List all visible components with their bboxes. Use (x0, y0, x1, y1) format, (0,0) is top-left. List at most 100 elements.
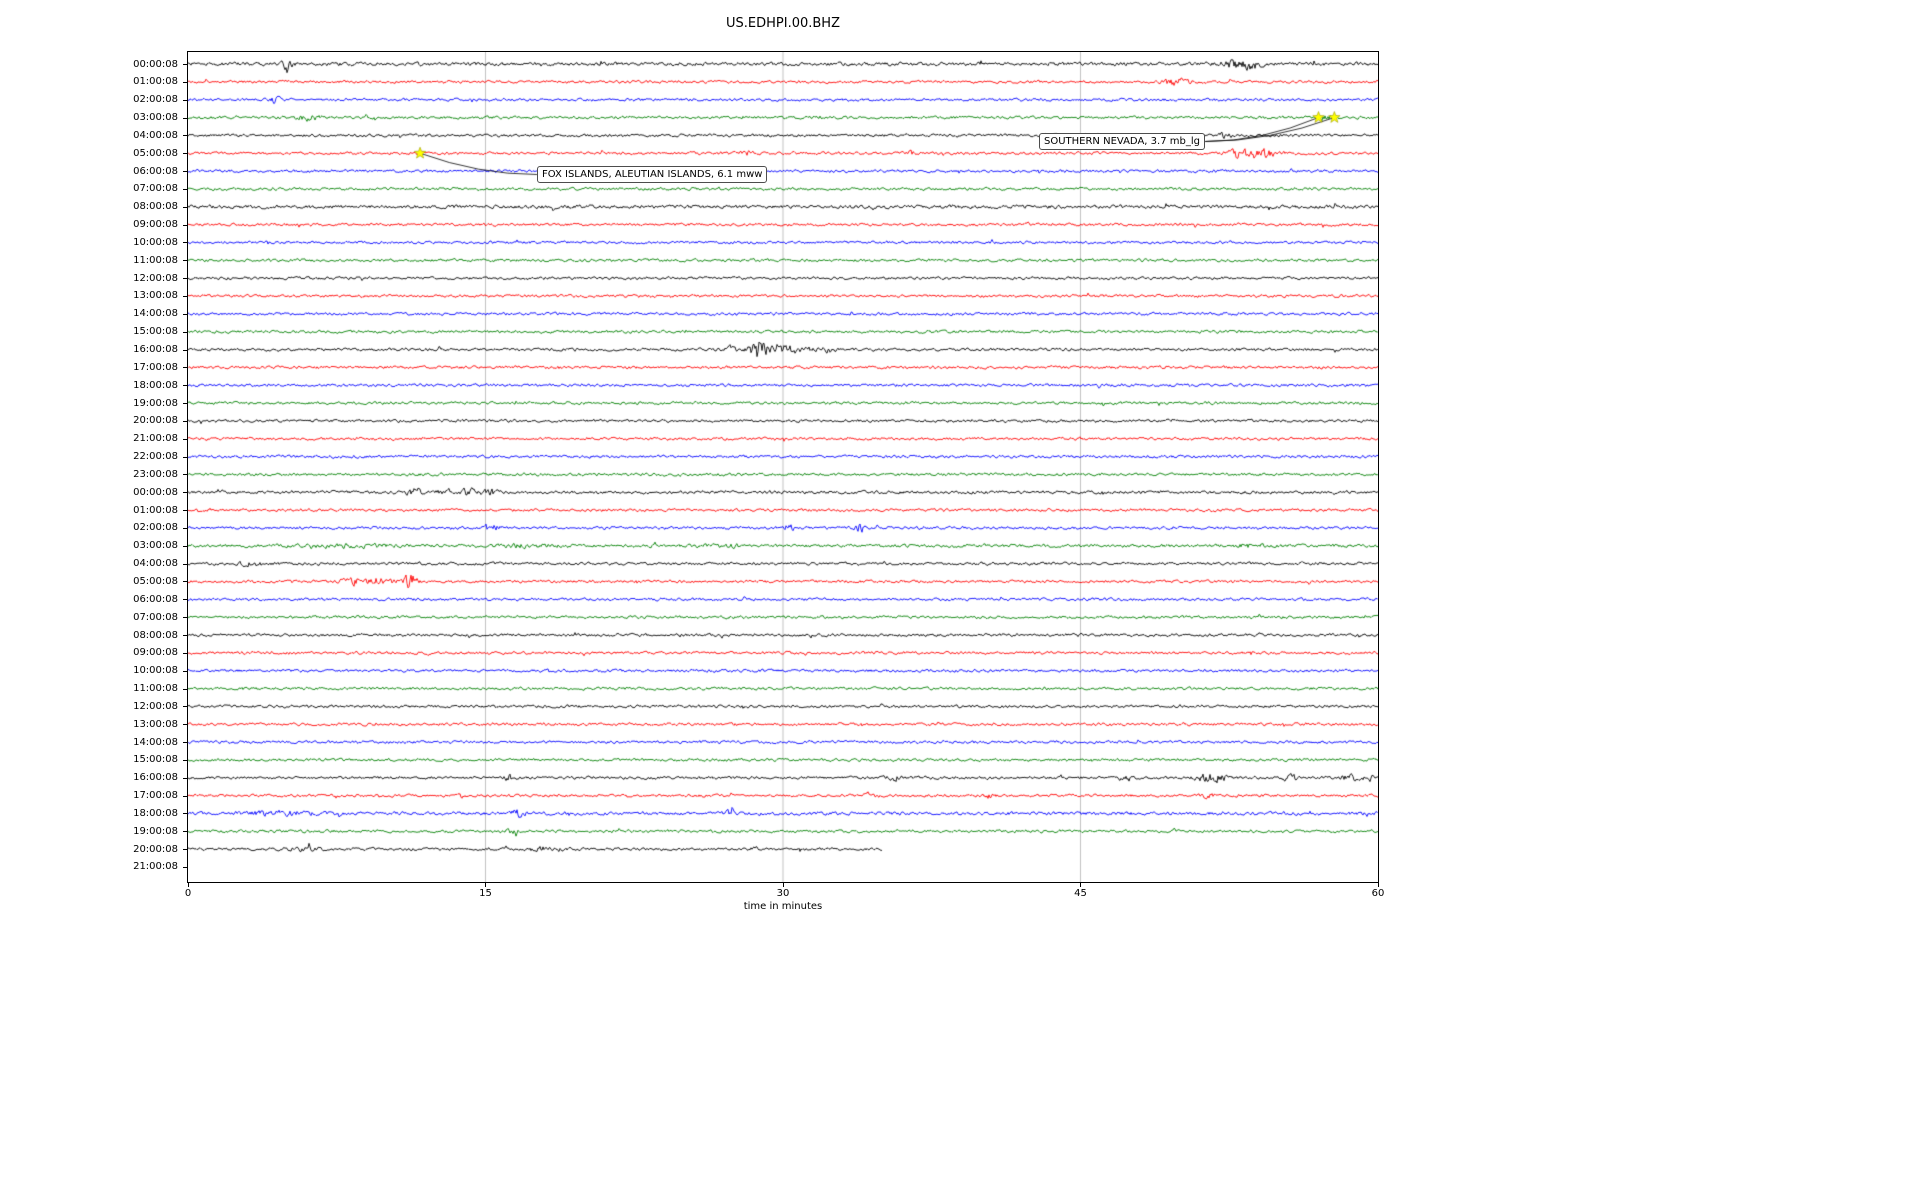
trace-time-label: 19:00:08 (133, 825, 178, 837)
trace-time-label: 20:00:08 (133, 415, 178, 427)
trace-time-label: 16:00:08 (133, 344, 178, 355)
trace-time-label: 17:00:08 (133, 790, 178, 802)
trace-time-label: 04:00:08 (133, 129, 178, 141)
trace-time-label: 06:00:08 (133, 165, 178, 177)
y-tick-mark (183, 617, 187, 619)
y-tick-mark (183, 777, 187, 779)
x-tick-mark (187, 883, 189, 887)
y-tick-mark (183, 742, 187, 744)
y-tick-mark (183, 866, 187, 868)
trace-time-label: 08:00:08 (133, 629, 178, 641)
trace-time-label: 00:00:08 (133, 486, 178, 498)
trace-time-label: 03:00:08 (133, 112, 178, 124)
y-tick-mark (183, 171, 187, 173)
y-tick-mark (183, 652, 187, 654)
trace-time-label: 12:00:08 (133, 272, 178, 284)
trace-time-label: 03:00:08 (133, 540, 178, 552)
y-tick-mark (183, 153, 187, 155)
event-annotation: FOX ISLANDS, ALEUTIAN ISLANDS, 6.1 mww (537, 166, 768, 183)
trace-time-label: 13:00:08 (133, 718, 178, 730)
trace-time-label: 10:00:08 (133, 665, 178, 677)
y-tick-mark (183, 599, 187, 601)
x-tick-label: 45 (1074, 888, 1087, 899)
plot-area: SOUTHERN NEVADA, 3.7 mb_lg FOX ISLANDS, A… (187, 51, 1379, 883)
y-tick-mark (183, 206, 187, 208)
y-tick-mark (183, 563, 187, 565)
y-tick-mark (183, 527, 187, 529)
trace-time-label: 02:00:08 (133, 94, 178, 106)
y-tick-mark (183, 385, 187, 387)
trace-time-label: 22:00:08 (133, 451, 178, 463)
trace-time-label: 05:00:08 (133, 575, 178, 587)
y-tick-mark (183, 759, 187, 761)
y-tick-mark (183, 81, 187, 83)
y-tick-mark (183, 849, 187, 851)
x-tick-label: 30 (776, 888, 790, 899)
x-axis-label: time in minutes (743, 901, 823, 912)
y-tick-mark (183, 545, 187, 547)
trace-time-label: 15:00:08 (133, 754, 178, 766)
trace-time-label: 14:00:08 (133, 736, 178, 748)
y-tick-mark (183, 331, 187, 333)
y-tick-mark (183, 492, 187, 494)
trace-time-label: 18:00:08 (133, 379, 178, 391)
y-tick-mark (183, 706, 187, 708)
trace-time-label: 07:00:08 (133, 611, 178, 623)
y-tick-mark (183, 99, 187, 101)
y-tick-mark (183, 117, 187, 119)
y-tick-mark (183, 420, 187, 422)
trace-time-label: 04:00:08 (133, 558, 178, 570)
y-tick-mark (183, 313, 187, 315)
y-tick-mark (183, 813, 187, 815)
trace-time-label: 10:00:08 (133, 236, 178, 248)
y-tick-mark (183, 831, 187, 833)
y-tick-mark (183, 670, 187, 672)
trace-time-label: 01:00:08 (133, 504, 178, 516)
trace-time-label: 15:00:08 (133, 326, 178, 338)
trace-label-column: 00:00:08 01:00:08 02:00:08 03:00:08 04:00:08… (0, 0, 184, 1000)
trace-time-label: 17:00:08 (133, 361, 178, 373)
y-tick-mark (183, 260, 187, 262)
y-tick-mark (183, 724, 187, 726)
plot-title: US.EDHPI.00.BHZ (726, 16, 840, 31)
trace-time-label: 01:00:08 (133, 76, 178, 88)
y-tick-mark (183, 795, 187, 797)
trace-time-label: 21:00:08 (133, 861, 178, 873)
y-tick-mark (183, 688, 187, 690)
y-tick-mark (183, 278, 187, 280)
y-tick-mark (183, 474, 187, 476)
trace-time-label: 14:00:08 (133, 308, 178, 320)
event-annotation: SOUTHERN NEVADA, 3.7 mb_lg (1039, 133, 1205, 150)
x-tick-mark (1080, 883, 1081, 887)
trace-time-label: 13:00:08 (133, 290, 178, 302)
y-tick-mark (183, 456, 187, 458)
trace-time-label: 09:00:08 (133, 647, 178, 659)
trace-time-label: 05:00:08 (133, 147, 178, 159)
x-tick-label: 0 (184, 888, 192, 899)
x-tick-label: 60 (1371, 888, 1385, 899)
y-tick-mark (183, 135, 187, 137)
y-tick-mark (183, 367, 187, 369)
trace-time-label: 09:00:08 (133, 219, 178, 231)
trace-time-label: 11:00:08 (133, 683, 178, 695)
x-tick-label: 15 (479, 888, 492, 899)
y-tick-mark (183, 188, 187, 190)
x-tick-mark (485, 883, 486, 887)
y-tick-mark (183, 581, 187, 583)
y-tick-mark (183, 635, 187, 636)
trace-time-label: 00:00:08 (133, 58, 178, 70)
trace-time-label: 18:00:08 (133, 807, 178, 819)
trace-time-label: 06:00:08 (133, 593, 178, 605)
y-tick-mark (183, 64, 187, 65)
trace-time-label: 02:00:08 (133, 522, 178, 534)
trace-time-label: 23:00:08 (133, 468, 178, 480)
y-tick-mark (183, 295, 187, 297)
y-tick-mark (183, 403, 187, 405)
trace-time-label: 08:00:08 (133, 201, 178, 213)
trace-time-label: 19:00:08 (133, 397, 178, 409)
x-tick-mark (1377, 883, 1379, 887)
y-tick-mark (183, 242, 187, 244)
trace-time-label: 11:00:08 (133, 254, 178, 266)
y-tick-mark (183, 510, 187, 512)
